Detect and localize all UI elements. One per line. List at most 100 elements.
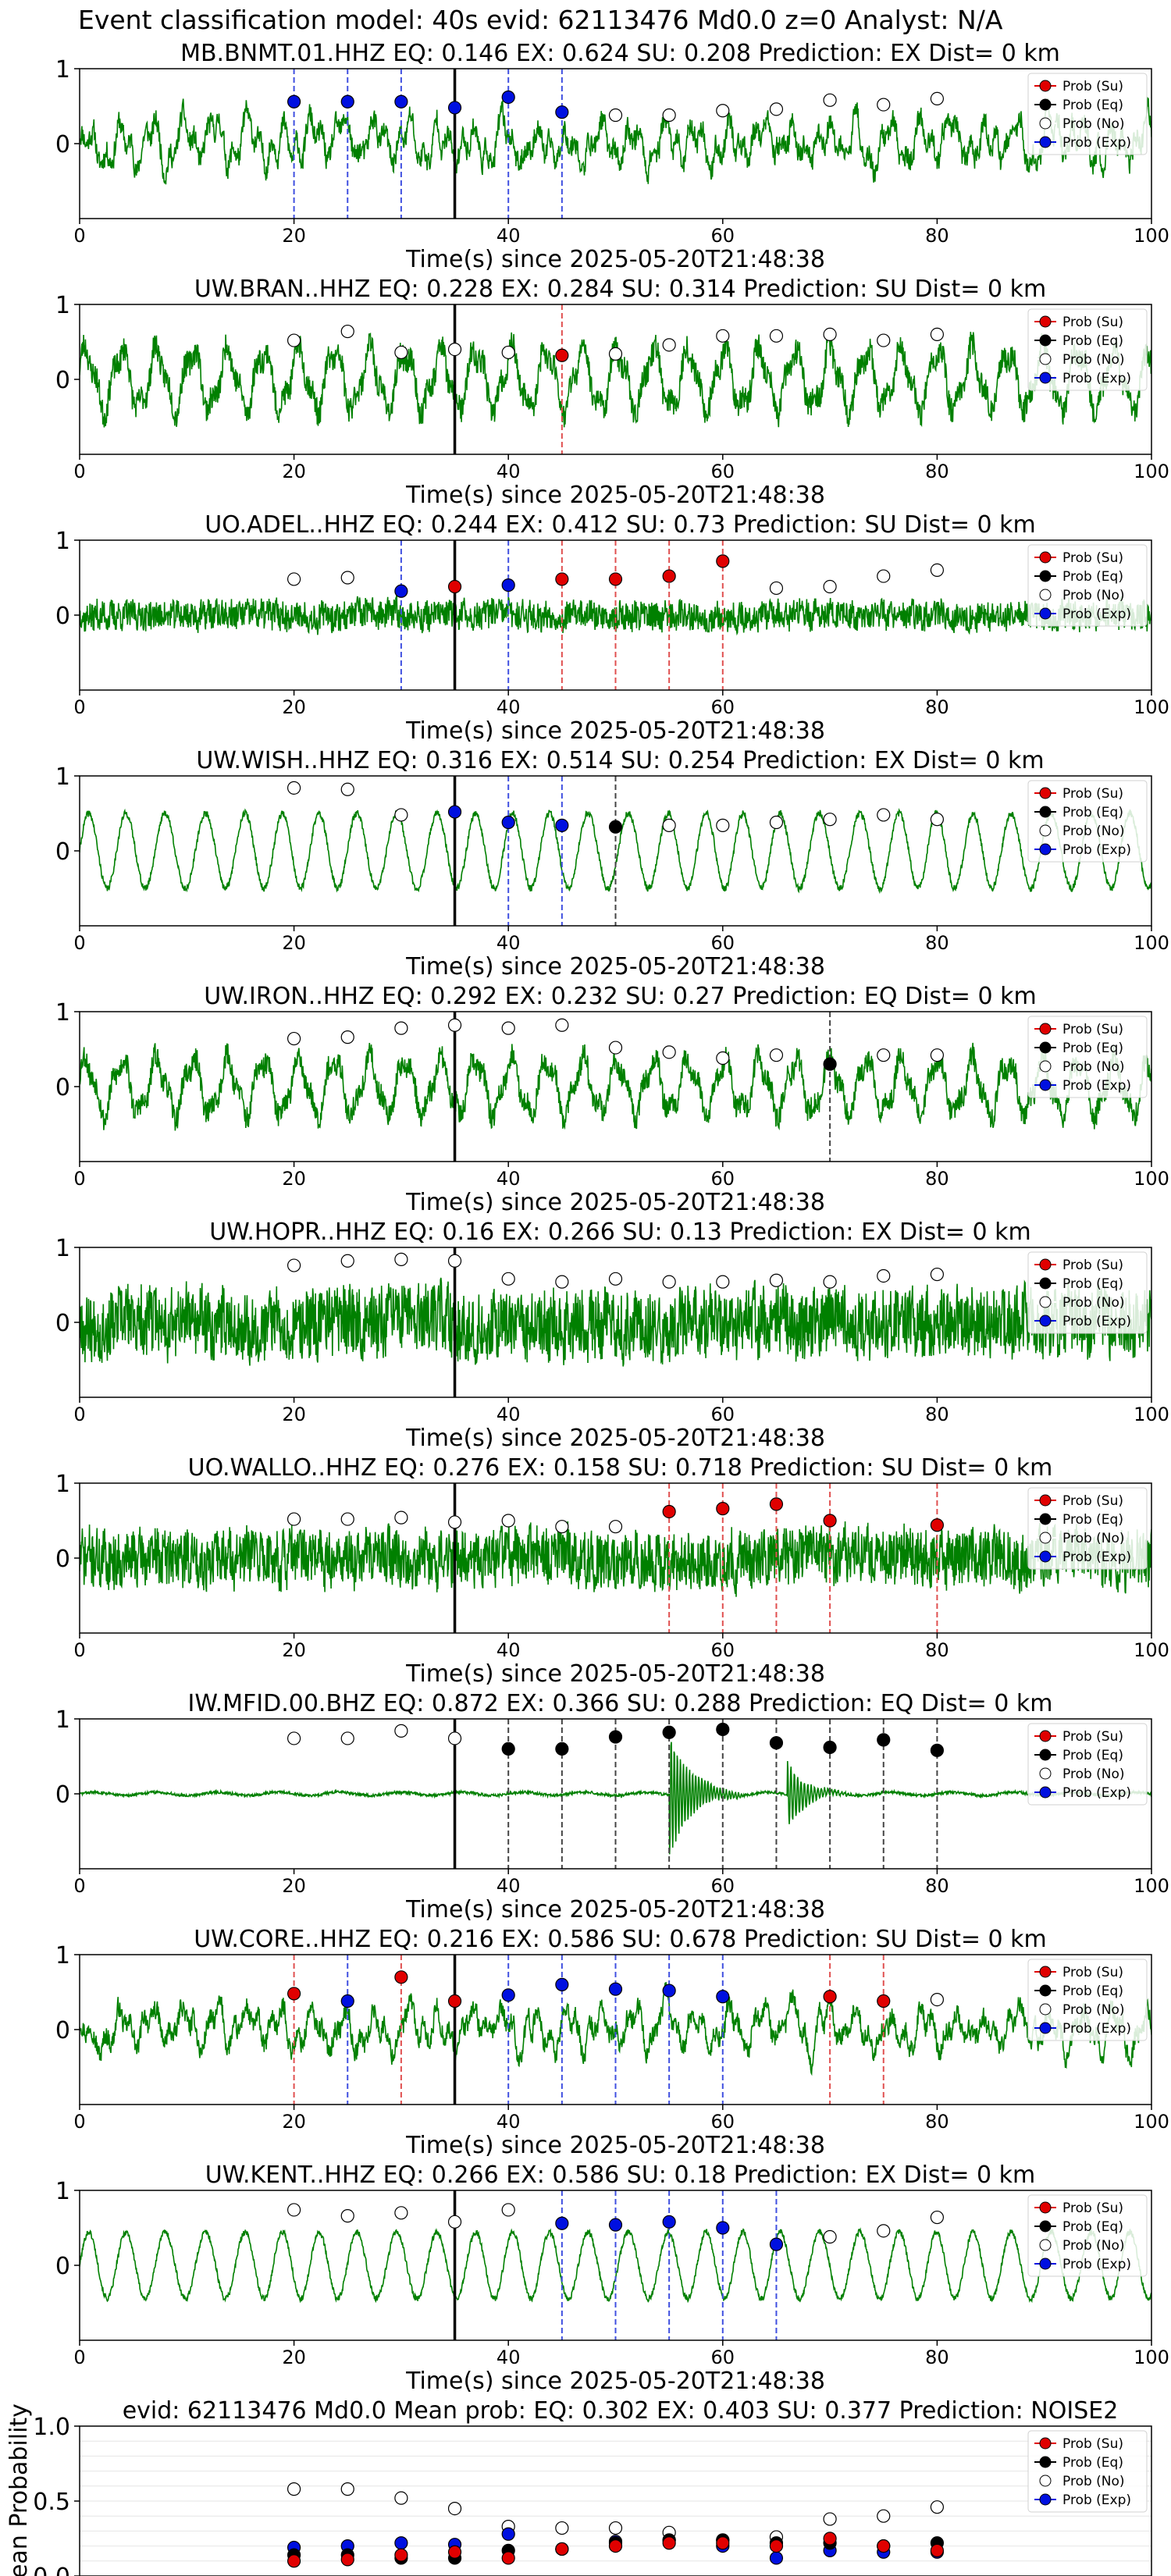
prob-point-no xyxy=(823,579,837,594)
x-tick-label: 60 xyxy=(711,2111,735,2133)
prob-point-no xyxy=(662,108,676,123)
prob-point-no xyxy=(394,1021,408,1035)
prob-point-no xyxy=(930,2500,945,2514)
legend: Prob (Su) Prob (Eq) Prob (No) Prob (Exp) xyxy=(1027,2194,1148,2277)
prob-point-no xyxy=(877,1268,891,1283)
legend-marker xyxy=(1039,2437,1052,2450)
prob-point-exp xyxy=(608,1982,623,1996)
waveform-trace xyxy=(80,1521,1151,1597)
legend-label: Prob (Su) xyxy=(1062,2436,1123,2452)
subplot-title: UW.HOPR..HHZ EQ: 0.16 EX: 0.266 SU: 0.13… xyxy=(209,1219,1031,1246)
prob-point-no xyxy=(608,347,623,361)
prob-point-exp xyxy=(555,818,569,832)
prob-point-no xyxy=(930,1048,945,1062)
legend: Prob (Su) Prob (Eq) Prob (No) Prob (Exp) xyxy=(1027,1487,1148,1570)
legend-label: Prob (Exp) xyxy=(1062,135,1131,151)
x-tick-label: 100 xyxy=(1134,1875,1169,1897)
legend-marker xyxy=(1039,315,1052,328)
y-tick-label: 0 xyxy=(55,603,70,630)
legend: Prob (Su) Prob (Eq) Prob (No) Prob (Exp) xyxy=(1027,1959,1148,2041)
x-axis-label: Time(s) since 2025-05-20T21:48:38 xyxy=(405,717,825,745)
prob-point-no xyxy=(287,2203,301,2217)
y-tick-label: 0 xyxy=(55,2017,70,2044)
legend-label: Prob (Exp) xyxy=(1062,1314,1131,1329)
prob-point-no xyxy=(394,2491,408,2505)
figure-suptitle: Event classification model: 40s evid: 62… xyxy=(78,5,1003,35)
x-axis-label: Time(s) since 2025-05-20T21:48:38 xyxy=(405,246,825,273)
legend-marker xyxy=(1039,2220,1052,2233)
y-tick-label: 0 xyxy=(55,1074,70,1101)
x-tick-label: 20 xyxy=(282,225,306,247)
x-tick-label: 40 xyxy=(497,1875,521,1897)
x-axis-label: Time(s) since 2025-05-20T21:48:38 xyxy=(405,1189,825,1216)
legend-label: Prob (Su) xyxy=(1062,786,1123,802)
prob-point-no xyxy=(823,93,837,107)
prob-point-no xyxy=(877,808,891,822)
prob-point-su xyxy=(555,2542,569,2556)
x-tick-label: 0 xyxy=(73,1168,85,1190)
legend-label: Prob (Su) xyxy=(1062,550,1123,566)
prob-point-exp xyxy=(555,105,569,119)
legend-marker xyxy=(1039,372,1052,384)
legend-marker xyxy=(1039,1984,1052,1997)
subplot-title: UO.WALLO..HHZ EQ: 0.276 EX: 0.158 SU: 0.… xyxy=(188,1454,1053,1482)
prob-point-no xyxy=(340,1731,354,1745)
legend-label: Prob (Su) xyxy=(1062,1022,1123,1037)
prob-point-no xyxy=(501,345,515,360)
legend-label: Prob (No) xyxy=(1062,1059,1125,1075)
prob-point-no xyxy=(394,1510,408,1525)
prob-point-no xyxy=(769,1273,784,1287)
prob-point-no xyxy=(394,808,408,822)
prob-point-eq xyxy=(501,1742,515,1756)
legend-marker xyxy=(1039,2475,1052,2487)
x-tick-label: 0 xyxy=(73,932,85,954)
legend-marker xyxy=(1039,787,1052,799)
prob-point-su xyxy=(447,1994,462,2008)
prob-point-no xyxy=(555,1520,569,1534)
prob-point-su xyxy=(447,2545,462,2559)
prob-point-no xyxy=(287,1258,301,1272)
legend: Prob (Su) Prob (Eq) Prob (No) Prob (Exp) xyxy=(1027,780,1148,863)
prob-point-no xyxy=(287,1512,301,1526)
subplot-5: 0 20 40 60 80 100 1 0 UW.IRON..HHZ EQ: 0.292 EX:… xyxy=(55,983,1169,1216)
legend-marker xyxy=(1039,2003,1052,2016)
prob-point-su xyxy=(608,2539,623,2553)
x-tick-label: 60 xyxy=(711,461,735,482)
prob-point-no xyxy=(930,91,945,106)
legend-label: Prob (No) xyxy=(1062,116,1125,132)
y-tick-label: 1 xyxy=(55,1942,70,1969)
prob-point-no xyxy=(447,1515,462,1529)
x-axis-label: Time(s) since 2025-05-20T21:48:38 xyxy=(405,1660,825,1688)
x-tick-label: 100 xyxy=(1134,932,1169,954)
prob-point-no xyxy=(501,1021,515,1035)
legend-marker xyxy=(1039,806,1052,818)
x-tick-label: 20 xyxy=(282,1404,306,1425)
legend-label: Prob (Su) xyxy=(1062,1729,1123,1745)
legend-marker xyxy=(1039,80,1052,92)
waveform-trace xyxy=(80,97,1151,185)
legend-box xyxy=(1027,2194,1148,2277)
legend-label: Prob (Exp) xyxy=(1062,607,1131,622)
subplot-title: UW.BRAN..HHZ EQ: 0.228 EX: 0.284 SU: 0.3… xyxy=(194,276,1046,303)
legend-box xyxy=(1027,2430,1148,2513)
x-tick-label: 0 xyxy=(73,2347,85,2368)
legend-marker xyxy=(1039,1079,1052,1091)
x-tick-label: 80 xyxy=(925,225,949,247)
x-tick-label: 80 xyxy=(925,932,949,954)
legend-marker xyxy=(1039,1041,1052,1054)
legend-marker xyxy=(1039,2239,1052,2251)
prob-point-no xyxy=(877,2509,891,2523)
prob-point-no xyxy=(716,1051,730,1066)
legend-box xyxy=(1027,73,1148,155)
legend-label: Prob (Exp) xyxy=(1062,1078,1131,1094)
prob-point-no xyxy=(823,2512,837,2526)
legend-label: Prob (Su) xyxy=(1062,1258,1123,1273)
prob-point-exp xyxy=(608,2218,623,2232)
legend-label: Prob (No) xyxy=(1062,2238,1125,2254)
y-tick-label: 1 xyxy=(55,763,70,791)
y-tick-label: 1 xyxy=(55,999,70,1026)
prob-point-no xyxy=(394,345,408,360)
legend-box xyxy=(1027,544,1148,627)
prob-point-no xyxy=(930,1993,945,2007)
legend-label: Prob (No) xyxy=(1062,352,1125,368)
